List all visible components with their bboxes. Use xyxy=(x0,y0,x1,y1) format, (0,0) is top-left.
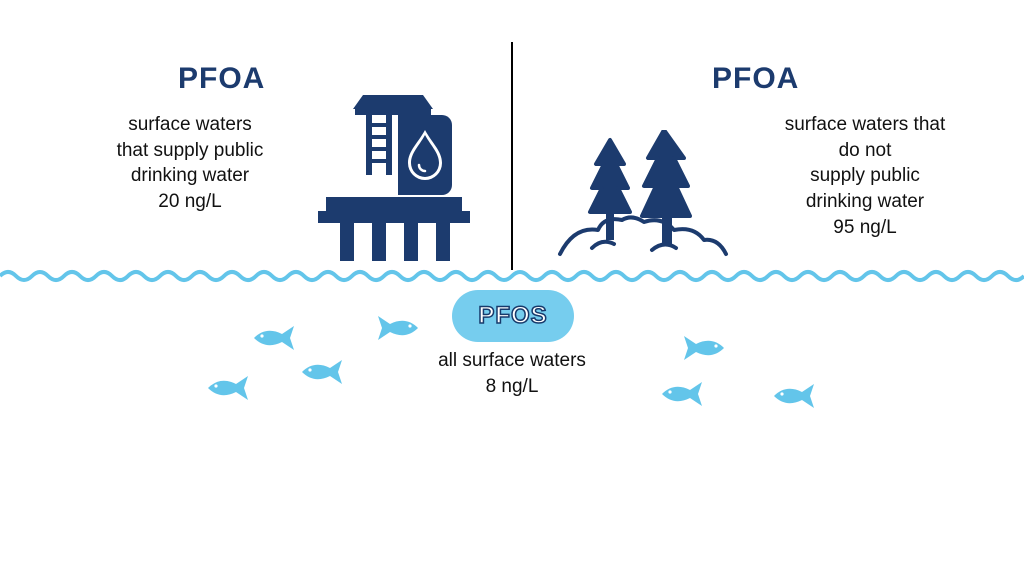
pfos-line-1: all surface waters xyxy=(412,348,612,374)
vertical-divider xyxy=(511,42,513,270)
fish-icon xyxy=(206,374,252,402)
left-line-2: that supply public xyxy=(90,138,290,164)
left-description: surface waters that supply public drinki… xyxy=(90,112,290,215)
fish-icon xyxy=(660,380,706,408)
fish-icon xyxy=(374,314,420,342)
left-line-3: drinking water xyxy=(90,163,290,189)
right-line-4: drinking water xyxy=(760,189,970,215)
left-title: PFOA xyxy=(178,62,265,96)
nature-scene-icon xyxy=(552,130,742,270)
fish-icon xyxy=(680,334,726,362)
fish-icon xyxy=(300,358,346,386)
right-title: PFOA xyxy=(712,62,799,96)
right-line-3: supply public xyxy=(760,163,970,189)
fish-icon xyxy=(772,382,818,410)
fish-icon xyxy=(252,324,298,352)
right-description: surface waters that do not supply public… xyxy=(760,112,970,240)
pfos-badge: PFOS xyxy=(452,290,574,342)
pfos-description: all surface waters 8 ng/L xyxy=(412,348,612,399)
right-line-2: do not xyxy=(760,138,970,164)
infographic-canvas: PFOA PFOA surface waters that supply pub… xyxy=(0,0,1024,576)
pfos-label: PFOS xyxy=(478,302,547,330)
right-line-5: 95 ng/L xyxy=(760,215,970,241)
right-line-1: surface waters that xyxy=(760,112,970,138)
water-facility-icon xyxy=(308,85,478,270)
left-line-1: surface waters xyxy=(90,112,290,138)
pfos-line-2: 8 ng/L xyxy=(412,374,612,400)
left-line-4: 20 ng/L xyxy=(90,189,290,215)
water-wave-line xyxy=(0,267,1024,285)
